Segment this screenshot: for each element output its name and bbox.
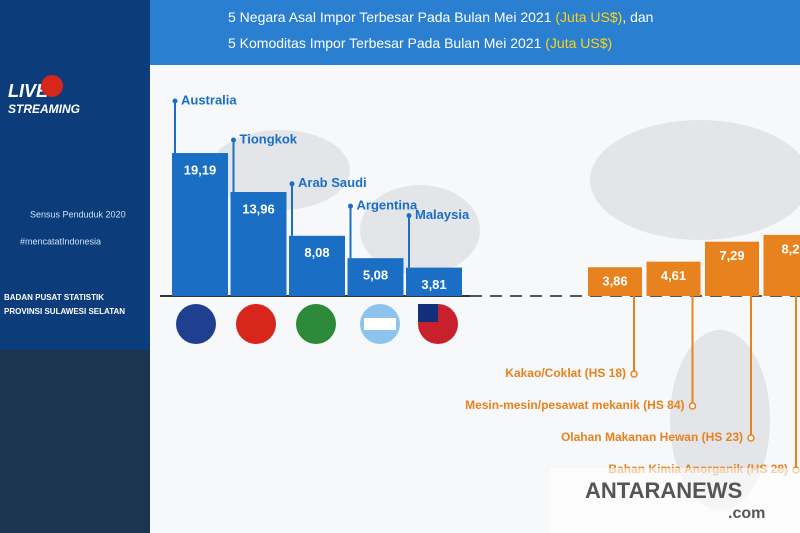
watermark-domain: .com	[728, 505, 765, 522]
leader-dot	[172, 98, 178, 104]
category-label: Mesin-mesin/pesawat mekanik (HS 84)	[465, 398, 684, 412]
title-text: 5 Komoditas Impor Terbesar Pada Bulan Me…	[228, 35, 542, 51]
value-label: 4,61	[661, 268, 686, 283]
value-label: 3,86	[602, 274, 627, 289]
org: PROVINSI SULAWESI SELATAN	[4, 307, 125, 316]
value-label: 5,08	[363, 268, 388, 283]
map-shape	[670, 330, 770, 510]
flag	[236, 304, 276, 344]
map-shape	[210, 130, 350, 210]
title-tail: , dan	[622, 9, 653, 25]
title-line: 5 Negara Asal Impor Terbesar Pada Bulan …	[228, 9, 653, 25]
category-label: Argentina	[357, 198, 418, 213]
map-shape	[590, 120, 800, 240]
flag	[176, 304, 216, 344]
bar	[172, 153, 228, 296]
leader-dot	[348, 203, 353, 209]
leader-dot	[747, 434, 755, 442]
title-text: 5 Negara Asal Impor Terbesar Pada Bulan …	[228, 9, 552, 25]
title-line: 5 Komoditas Impor Terbesar Pada Bulan Me…	[228, 35, 612, 51]
map-shape	[360, 185, 480, 275]
leader-dot	[688, 402, 697, 410]
sensus: Sensus Penduduk 2020	[30, 209, 126, 219]
value-label: 19,19	[184, 162, 217, 177]
value-label: 8,2	[781, 241, 799, 256]
leader-dot	[231, 137, 236, 143]
leader-dot	[289, 181, 295, 187]
value-label: 8,08	[304, 245, 329, 260]
category-label: Tiongkok	[240, 131, 298, 146]
bar	[588, 267, 642, 296]
bar	[406, 267, 462, 296]
bar	[763, 234, 800, 296]
webcam	[0, 350, 150, 533]
title-unit: (Juta US$)	[555, 9, 622, 25]
title-unit: (Juta US$)	[545, 35, 612, 51]
category-label: Arab Saudi	[298, 175, 367, 190]
category-label: Olahan Makanan Hewan (HS 23)	[561, 430, 743, 444]
bar	[705, 241, 759, 296]
flag	[296, 304, 336, 344]
category-label: Australia	[181, 92, 237, 107]
leader-dot	[406, 213, 412, 219]
category-label: Kakao/Coklat (HS 18)	[505, 366, 626, 380]
live-icon	[41, 75, 63, 97]
watermark-bg	[550, 468, 800, 533]
header-bg	[150, 0, 800, 65]
value-label: 13,96	[242, 201, 275, 216]
live: LIVE	[8, 81, 49, 101]
value-label: 7,29	[719, 248, 744, 263]
bar	[646, 261, 701, 296]
category-label: Malaysia	[415, 207, 470, 222]
bar	[230, 191, 287, 296]
bar	[347, 258, 404, 296]
bar	[289, 235, 345, 296]
streaming: STREAMING	[8, 102, 80, 116]
watermark: ANTARANEWS	[585, 478, 742, 503]
leader-dot	[630, 370, 638, 378]
org: BADAN PUSAT STATISTIK	[4, 293, 104, 302]
hashtag: #mencatatIndonesia	[20, 236, 101, 246]
value-label: 3,81	[421, 277, 446, 292]
flag-canton	[418, 304, 438, 322]
flag-stripe	[364, 318, 396, 330]
